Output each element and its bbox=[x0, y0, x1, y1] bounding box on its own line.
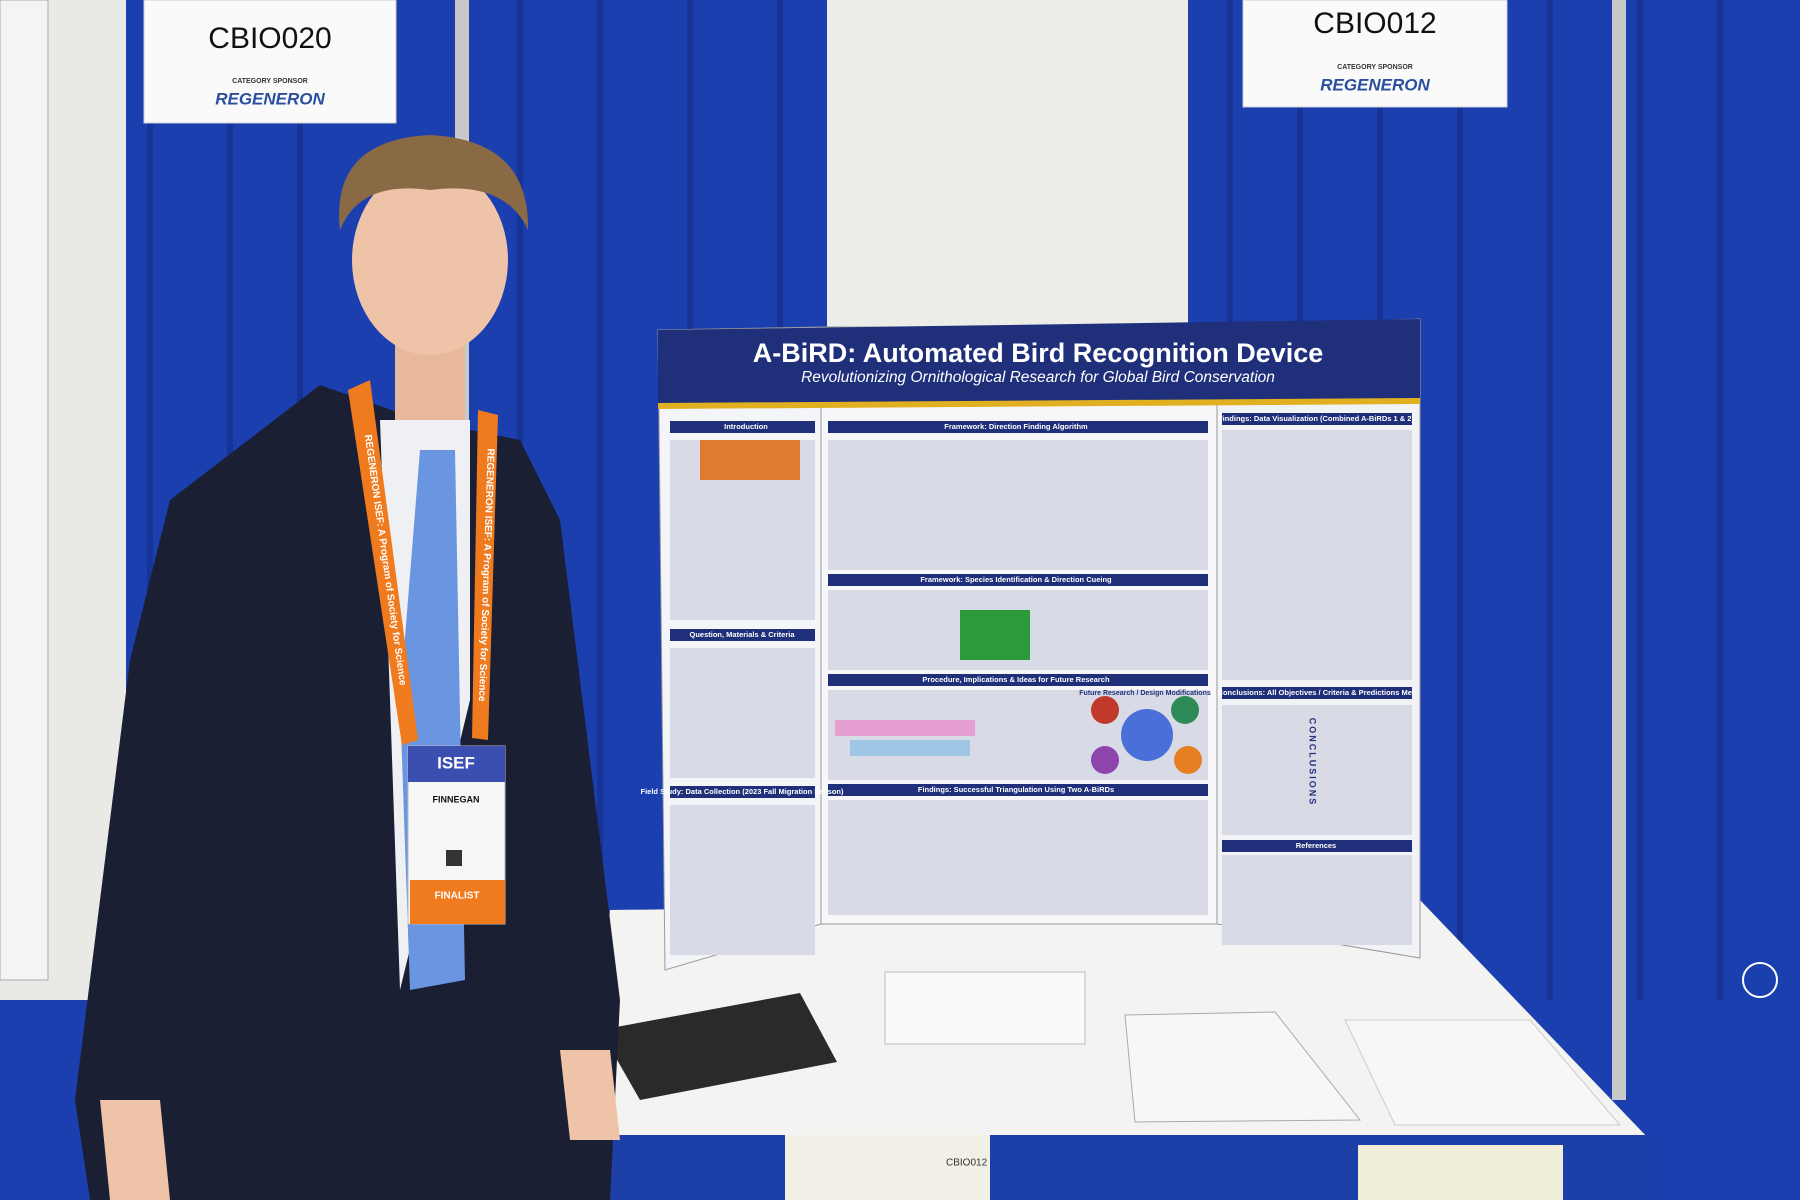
binder bbox=[1124, 1011, 1362, 1123]
paper bbox=[1344, 1019, 1622, 1126]
section-header: Findings: Successful Triangulation Using… bbox=[918, 785, 1114, 794]
section-header: Field Study: Data Collection (2023 Fall … bbox=[641, 787, 844, 796]
section-header: Question, Materials & Criteria bbox=[689, 630, 795, 639]
poster: A-BiRD: Automated Bird Recognition Devic… bbox=[641, 318, 1421, 971]
sign-sponsor: REGENERON bbox=[1320, 75, 1430, 94]
paper bbox=[785, 1135, 990, 1200]
section-header: Conclusions: All Objectives / Criteria &… bbox=[1218, 688, 1415, 697]
badge: ISEF FINNEGAN FINALIST bbox=[407, 745, 506, 925]
section-header: Framework: Species Identification & Dire… bbox=[920, 575, 1112, 584]
section-header: Future Research / Design Modifications bbox=[1079, 690, 1211, 697]
paper-label: CBIO012 bbox=[946, 1158, 988, 1169]
paper bbox=[1358, 1145, 1563, 1200]
sign-sponsor: REGENERON bbox=[215, 89, 325, 108]
pole bbox=[1612, 0, 1626, 1100]
section-header: References bbox=[1296, 841, 1336, 850]
section-header: Findings: Data Visualization (Combined A… bbox=[1218, 414, 1414, 423]
badge-name: FINNEGAN bbox=[433, 794, 480, 804]
neighbor-poster bbox=[0, 0, 49, 981]
poster-title: A-BiRD: Automated Bird Recognition Devic… bbox=[753, 338, 1324, 368]
sign-code: CBIO020 bbox=[208, 22, 331, 55]
badge-icon bbox=[1742, 962, 1778, 998]
section-header: Procedure, Implications & Ideas for Futu… bbox=[922, 675, 1110, 684]
tablet bbox=[600, 993, 837, 1100]
conclusions-label: CONCLUSIONS bbox=[1308, 718, 1318, 807]
badge-event: ISEF bbox=[437, 753, 475, 772]
sign: CBIO012 CATEGORY SPONSOR REGENERON bbox=[1242, 0, 1508, 108]
sign: CBIO020 CATEGORY SPONSOR REGENERON bbox=[143, 0, 397, 124]
binder bbox=[884, 971, 1086, 1045]
sign-sponsor-label: CATEGORY SPONSOR bbox=[232, 78, 308, 85]
sign-code: CBIO012 bbox=[1313, 7, 1436, 40]
badge-status: FINALIST bbox=[435, 891, 480, 902]
white-curtain-center bbox=[827, 0, 1188, 340]
section-header: Framework: Direction Finding Algorithm bbox=[944, 422, 1088, 431]
poster-subtitle: Revolutionizing Ornithological Research … bbox=[801, 369, 1275, 386]
poster-graphics bbox=[700, 440, 1202, 774]
section-header: Introduction bbox=[724, 422, 768, 431]
sign-sponsor-label: CATEGORY SPONSOR bbox=[1337, 64, 1413, 71]
